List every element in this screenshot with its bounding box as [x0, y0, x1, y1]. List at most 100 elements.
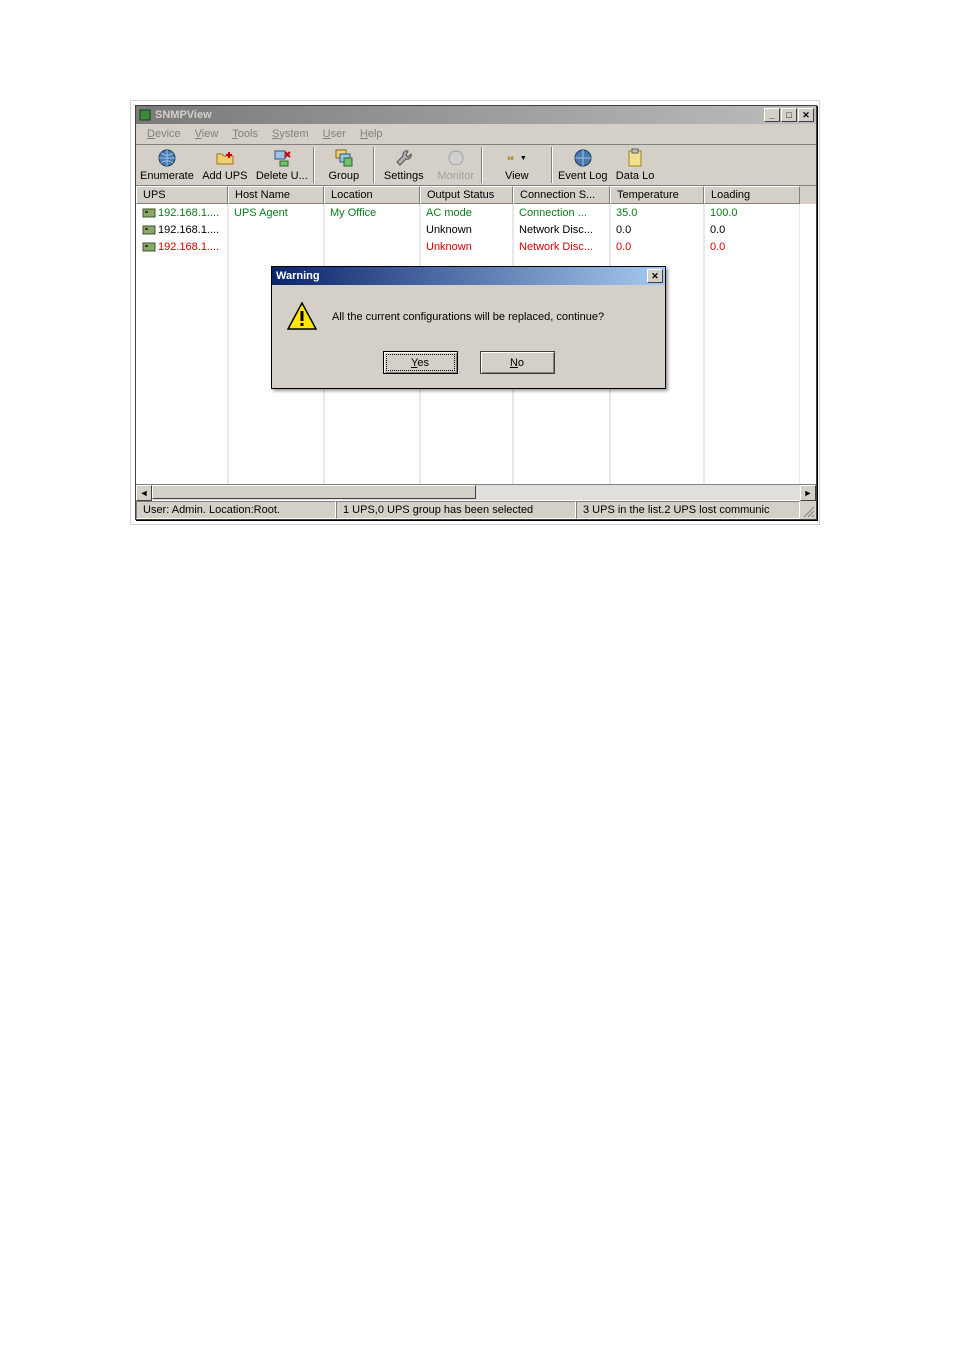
- empty-row: [136, 459, 816, 476]
- col-ups[interactable]: UPS: [136, 186, 228, 204]
- scroll-right-button[interactable]: ►: [800, 485, 816, 501]
- dialog-body: All the current configurations will be r…: [272, 285, 665, 337]
- tool-monitor: Monitor: [432, 145, 480, 185]
- menu-device[interactable]: Device: [140, 126, 188, 142]
- cell-connection: Connection ...: [513, 204, 610, 221]
- col-connection[interactable]: Connection S...: [513, 186, 610, 204]
- resize-grip[interactable]: [800, 501, 816, 519]
- status-user-location: User: Admin. Location:Root.: [136, 501, 336, 519]
- document-frame: SNMPView _ □ ✕ Device View Tools System …: [130, 100, 820, 525]
- no-button[interactable]: No: [480, 351, 555, 374]
- tool-view[interactable]: ▼ View: [484, 145, 550, 185]
- status-summary: 3 UPS in the list.2 UPS lost communic: [576, 501, 800, 519]
- dialog-buttons: Yes No: [272, 337, 665, 388]
- toolbar: Enumerate Add UPS Delete U... Group: [136, 145, 816, 186]
- tool-label: Event Log: [558, 170, 608, 182]
- toolbar-separator: [313, 147, 315, 183]
- cell-ups: 192.168.1....: [136, 221, 228, 238]
- dialog-message: All the current configurations will be r…: [332, 311, 604, 323]
- minimize-button[interactable]: _: [764, 108, 780, 122]
- scroll-left-button[interactable]: ◄: [136, 485, 152, 501]
- empty-row: [136, 408, 816, 425]
- empty-row: [136, 425, 816, 442]
- status-selection: 1 UPS,0 UPS group has been selected: [336, 501, 576, 519]
- cell-output: Unknown: [420, 221, 513, 238]
- tool-data-log[interactable]: Data Lo: [612, 145, 659, 185]
- tool-group[interactable]: Group: [316, 145, 372, 185]
- globe-icon: [157, 148, 177, 168]
- cell-location: [324, 238, 420, 255]
- dialog-close-button[interactable]: ✕: [647, 269, 663, 283]
- ups-icon: [142, 207, 156, 219]
- empty-row: [136, 442, 816, 459]
- clipboard-icon: [625, 148, 645, 168]
- tool-settings[interactable]: Settings: [376, 145, 432, 185]
- yes-button[interactable]: Yes: [383, 351, 458, 374]
- dialog-title: Warning: [274, 270, 646, 282]
- tool-label: Monitor: [437, 170, 474, 182]
- cascade-icon: [334, 148, 354, 168]
- ups-icon: [142, 241, 156, 253]
- app-icon: [138, 108, 152, 122]
- tool-add-ups[interactable]: Add UPS: [198, 145, 252, 185]
- tool-enumerate[interactable]: Enumerate: [136, 145, 198, 185]
- toolbar-separator: [481, 147, 483, 183]
- empty-row: [136, 476, 816, 484]
- scroll-track[interactable]: [152, 485, 800, 500]
- tool-label: Settings: [384, 170, 424, 182]
- menu-system[interactable]: System: [265, 126, 316, 142]
- menubar: Device View Tools System User Help: [136, 124, 816, 145]
- folder-plus-icon: [215, 148, 235, 168]
- window-title: SNMPView: [155, 109, 763, 121]
- col-output-status[interactable]: Output Status: [420, 186, 513, 204]
- toolbar-separator: [551, 147, 553, 183]
- menu-view[interactable]: View: [188, 126, 226, 142]
- column-headers: UPS Host Name Location Output Status Con…: [136, 186, 816, 204]
- titlebar: SNMPView _ □ ✕: [136, 106, 816, 124]
- sphere-icon: [446, 148, 466, 168]
- table-row[interactable]: 192.168.1....UnknownNetwork Disc...0.00.…: [136, 221, 816, 238]
- table-row[interactable]: 192.168.1....UnknownNetwork Disc...0.00.…: [136, 238, 816, 255]
- cell-output: Unknown: [420, 238, 513, 255]
- cell-connection: Network Disc...: [513, 221, 610, 238]
- cell-location: My Office: [324, 204, 420, 221]
- cell-temperature: 0.0: [610, 221, 704, 238]
- col-location[interactable]: Location: [324, 186, 420, 204]
- cell-output: AC mode: [420, 204, 513, 221]
- menu-help[interactable]: Help: [353, 126, 390, 142]
- tool-label: Delete U...: [256, 170, 308, 182]
- app-window: SNMPView _ □ ✕ Device View Tools System …: [135, 105, 817, 520]
- statusbar: User: Admin. Location:Root. 1 UPS,0 UPS …: [136, 500, 816, 519]
- tool-event-log[interactable]: Event Log: [554, 145, 612, 185]
- tool-delete-ups[interactable]: Delete U...: [252, 145, 312, 185]
- tool-label: View: [505, 170, 529, 182]
- col-loading[interactable]: Loading: [704, 186, 800, 204]
- warning-dialog: Warning ✕ All the current configurations…: [271, 266, 666, 389]
- menu-user[interactable]: User: [316, 126, 353, 142]
- tool-label: Group: [328, 170, 359, 182]
- table-body: 192.168.1....UPS AgentMy OfficeAC modeCo…: [136, 204, 816, 484]
- col-hostname[interactable]: Host Name: [228, 186, 324, 204]
- maximize-button[interactable]: □: [781, 108, 797, 122]
- cell-ups: 192.168.1....: [136, 238, 228, 255]
- node-delete-icon: [272, 148, 292, 168]
- tool-label: Add UPS: [202, 170, 247, 182]
- cell-temperature: 35.0: [610, 204, 704, 221]
- cell-loading: 0.0: [704, 238, 800, 255]
- window-controls: _ □ ✕: [763, 108, 814, 122]
- cell-host: UPS Agent: [228, 204, 324, 221]
- cell-loading: 100.0: [704, 204, 800, 221]
- horizontal-scrollbar[interactable]: ◄ ►: [136, 484, 816, 500]
- toolbar-separator: [373, 147, 375, 183]
- cell-loading: 0.0: [704, 221, 800, 238]
- cell-temperature: 0.0: [610, 238, 704, 255]
- cell-ups: 192.168.1....: [136, 204, 228, 221]
- table-row[interactable]: 192.168.1....UPS AgentMy OfficeAC modeCo…: [136, 204, 816, 221]
- tool-label: Enumerate: [140, 170, 194, 182]
- tool-label: Data Lo: [616, 170, 655, 182]
- menu-tools[interactable]: Tools: [225, 126, 265, 142]
- col-temperature[interactable]: Temperature: [610, 186, 704, 204]
- scroll-thumb[interactable]: [152, 485, 476, 499]
- cell-location: [324, 221, 420, 238]
- close-button[interactable]: ✕: [798, 108, 814, 122]
